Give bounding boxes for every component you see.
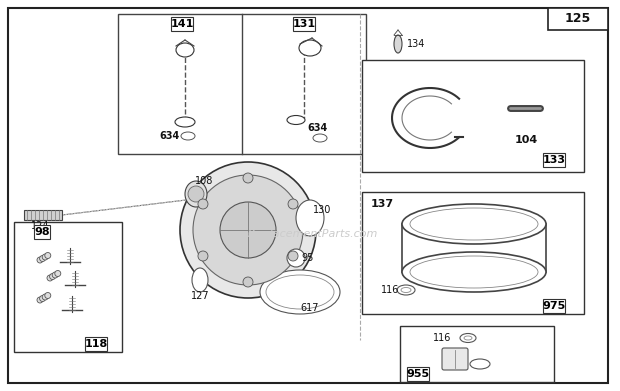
Ellipse shape bbox=[299, 40, 321, 56]
Ellipse shape bbox=[185, 181, 207, 207]
Circle shape bbox=[288, 199, 298, 209]
Circle shape bbox=[45, 253, 51, 258]
Ellipse shape bbox=[260, 270, 340, 314]
Ellipse shape bbox=[287, 115, 305, 124]
Text: 108: 108 bbox=[195, 176, 213, 186]
Text: 118: 118 bbox=[84, 339, 108, 349]
Bar bbox=[14, 222, 122, 352]
Circle shape bbox=[50, 273, 56, 280]
Ellipse shape bbox=[402, 252, 546, 292]
Bar bbox=[407, 368, 428, 380]
Bar bbox=[118, 14, 366, 154]
Ellipse shape bbox=[397, 285, 415, 295]
Text: 124: 124 bbox=[31, 221, 49, 231]
Circle shape bbox=[37, 297, 43, 303]
Circle shape bbox=[243, 277, 253, 287]
Circle shape bbox=[198, 251, 208, 261]
Bar bbox=[86, 337, 107, 351]
Ellipse shape bbox=[464, 336, 472, 340]
Ellipse shape bbox=[192, 268, 208, 292]
Circle shape bbox=[198, 199, 208, 209]
Text: 131: 131 bbox=[293, 19, 316, 29]
Circle shape bbox=[42, 294, 48, 300]
Ellipse shape bbox=[470, 359, 490, 369]
Text: 104: 104 bbox=[515, 135, 538, 145]
Text: 975: 975 bbox=[542, 301, 565, 311]
Circle shape bbox=[220, 202, 276, 258]
Circle shape bbox=[47, 275, 53, 281]
Bar bbox=[293, 18, 314, 30]
Bar bbox=[548, 8, 608, 30]
Circle shape bbox=[37, 257, 43, 263]
Ellipse shape bbox=[394, 35, 402, 53]
Circle shape bbox=[55, 271, 61, 276]
Circle shape bbox=[52, 272, 58, 278]
Text: 617: 617 bbox=[301, 303, 319, 313]
Circle shape bbox=[180, 162, 316, 298]
Ellipse shape bbox=[410, 256, 538, 288]
Circle shape bbox=[42, 254, 48, 260]
Circle shape bbox=[40, 296, 46, 301]
Text: 116: 116 bbox=[433, 333, 451, 343]
Text: eReplacementParts.com: eReplacementParts.com bbox=[242, 229, 378, 239]
Ellipse shape bbox=[313, 134, 327, 142]
Bar bbox=[362, 60, 584, 172]
Ellipse shape bbox=[460, 334, 476, 343]
Text: 133: 133 bbox=[542, 155, 565, 165]
Text: 137: 137 bbox=[370, 199, 394, 209]
Bar bbox=[24, 210, 62, 220]
Bar bbox=[543, 153, 565, 167]
Text: 95: 95 bbox=[302, 253, 314, 263]
Text: 955: 955 bbox=[407, 369, 430, 379]
Bar bbox=[34, 225, 50, 239]
Text: 134: 134 bbox=[407, 39, 425, 49]
Circle shape bbox=[243, 173, 253, 183]
Text: 127: 127 bbox=[191, 291, 210, 301]
Ellipse shape bbox=[402, 204, 546, 244]
Ellipse shape bbox=[266, 275, 334, 309]
Ellipse shape bbox=[410, 208, 538, 240]
Text: 98: 98 bbox=[34, 227, 50, 237]
Text: 116: 116 bbox=[381, 285, 399, 295]
Ellipse shape bbox=[175, 117, 195, 127]
FancyBboxPatch shape bbox=[442, 348, 468, 370]
Ellipse shape bbox=[296, 200, 324, 236]
Ellipse shape bbox=[181, 132, 195, 140]
Circle shape bbox=[188, 186, 204, 202]
Text: 125: 125 bbox=[565, 13, 591, 25]
Circle shape bbox=[287, 249, 305, 267]
Circle shape bbox=[193, 175, 303, 285]
Ellipse shape bbox=[401, 287, 411, 292]
Text: 141: 141 bbox=[170, 19, 193, 29]
Bar bbox=[362, 192, 584, 314]
Bar bbox=[543, 300, 565, 312]
Ellipse shape bbox=[176, 43, 194, 57]
Circle shape bbox=[40, 255, 46, 262]
Text: 130: 130 bbox=[313, 205, 331, 215]
Text: 634: 634 bbox=[160, 131, 180, 141]
Bar bbox=[400, 326, 554, 382]
Bar bbox=[171, 18, 193, 30]
Circle shape bbox=[288, 251, 298, 261]
Text: 634: 634 bbox=[308, 123, 328, 133]
Circle shape bbox=[45, 292, 51, 298]
